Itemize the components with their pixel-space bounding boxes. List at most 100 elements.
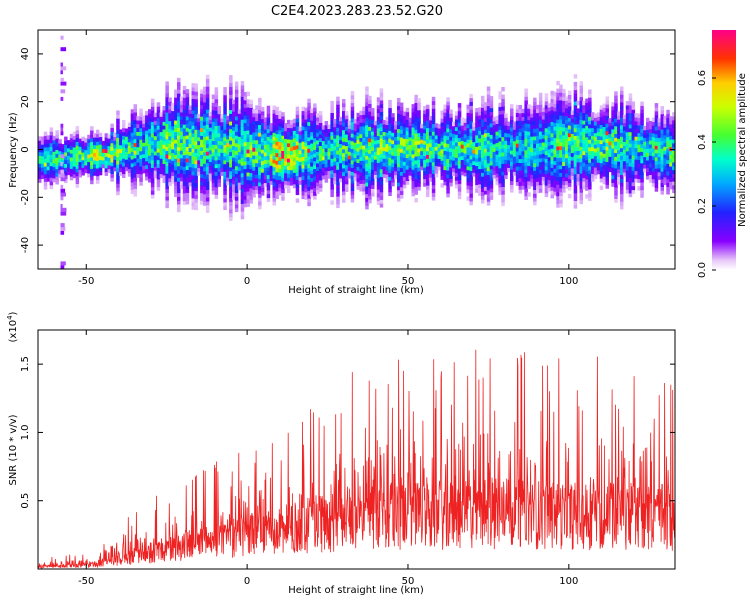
spectrogram-cell [628, 124, 633, 129]
spectrogram-cell [272, 189, 276, 194]
spectrogram-cell [414, 156, 418, 161]
spectrogram-cell [52, 158, 56, 164]
spectrogram-cell [60, 192, 66, 197]
spectrogram-cell [547, 141, 552, 146]
spectrogram-cell [614, 144, 618, 150]
spectrogram-cell [420, 154, 424, 159]
spectrogram-cell [599, 143, 604, 148]
spectrogram-cell [255, 120, 259, 125]
spectrogram-cell [501, 159, 505, 164]
spectrogram-cell [399, 125, 404, 130]
spectrogram-cell [200, 123, 204, 129]
spectrogram-cell [582, 116, 586, 121]
spectrogram-cell [298, 142, 303, 147]
spectrogram-cell [284, 157, 288, 162]
spectrogram-cell [255, 147, 259, 152]
spectrogram-cell [371, 184, 375, 189]
spectrogram-cell [654, 110, 659, 116]
spectrogram-cell [565, 104, 569, 109]
spectrogram-cell [449, 120, 453, 126]
spectrogram-cell [478, 180, 482, 185]
spectrogram-cell [298, 146, 303, 151]
spectrogram-cell [498, 160, 502, 165]
spectrogram-cell [666, 144, 670, 149]
spectrogram-cell [515, 120, 520, 125]
spectrogram-cell [177, 192, 181, 197]
spectrogram-cell [246, 91, 250, 96]
spectrogram-cell [379, 161, 384, 166]
spectrogram-cell [556, 88, 560, 93]
spectrogram-cell [533, 174, 537, 179]
spectrogram-cell [640, 151, 644, 156]
spectrogram-cell [593, 147, 598, 153]
spectrogram-cell [365, 90, 369, 95]
spectrogram-cell [472, 149, 476, 154]
spectrogram-cell [148, 151, 152, 156]
spectrogram-cell [194, 194, 198, 199]
spectrogram-cell [611, 140, 615, 145]
spectrogram-cell [359, 152, 363, 158]
spectrogram-cell [657, 129, 662, 135]
spectrogram-cell [64, 167, 68, 172]
spectrogram-cell [391, 178, 395, 183]
spectrogram-cell [388, 126, 392, 131]
spectrogram-cell [258, 178, 262, 183]
spectrogram-cell [281, 196, 285, 201]
spectrogram-cell [150, 98, 155, 103]
spectrogram-cell [588, 185, 592, 190]
spectrogram-cell [145, 134, 149, 139]
spectrogram-cell [614, 102, 618, 108]
spectrogram-cell [139, 146, 143, 152]
spectrogram-cell [321, 167, 326, 172]
spectrogram-cell [405, 126, 410, 132]
spectrogram-cell [495, 177, 499, 182]
spectrogram-cell [287, 142, 291, 148]
spectrogram-cell [483, 167, 488, 172]
spectrogram-cell [365, 151, 369, 156]
spectrogram-cell [388, 157, 392, 162]
spectrogram-cell [289, 135, 294, 140]
spectrogram-cell [556, 119, 560, 124]
spectrogram-cell [217, 148, 221, 153]
spectrogram-cell [512, 121, 517, 126]
spectrogram-cell [301, 141, 305, 146]
spectrogram-cell [266, 189, 271, 195]
spectrogram-cell [60, 173, 65, 178]
spectrogram-cell [191, 197, 195, 203]
spectrogram-cell [313, 107, 317, 112]
spectrogram-cell [486, 113, 491, 118]
spectrogram-cell [538, 92, 543, 98]
spectrogram-cell [452, 133, 456, 138]
spectrogram-cell [275, 160, 279, 165]
spectrogram-cell [177, 184, 181, 190]
spectrogram-cell [133, 173, 137, 178]
spectrogram-cell [205, 112, 210, 118]
spectrogram-cell [275, 114, 279, 119]
spectrogram-cell [614, 141, 618, 146]
spectrogram-cell [269, 146, 274, 151]
spectrogram-cell [139, 166, 143, 171]
spectrogram-cell [402, 149, 407, 155]
spectrogram-cell [287, 165, 291, 171]
spectrogram-cell [263, 136, 268, 141]
spectrogram-cell [466, 196, 470, 201]
spectrogram-cell [486, 90, 491, 95]
spectrogram-cell [203, 170, 207, 176]
spectrogram-cell [292, 145, 297, 150]
spectrogram-cell [599, 112, 604, 118]
spectrogram-cell [237, 147, 242, 153]
spectrogram-cell [330, 177, 334, 182]
spectrogram-cell [460, 132, 465, 138]
spectrogram-cell [547, 114, 552, 119]
spectrogram-cell [550, 98, 554, 103]
spectrogram-cell [278, 191, 282, 196]
spectrogram-cell [107, 157, 111, 162]
spectrogram-cell [307, 159, 311, 165]
spectrogram-cell [602, 157, 607, 162]
spectrogram-cell [211, 148, 216, 153]
spectrogram-cell [211, 129, 216, 134]
spectrogram-cell [382, 162, 387, 167]
spectrogram-cell [287, 131, 291, 136]
spectrogram-cell [217, 125, 221, 130]
spectrogram-cell [220, 171, 224, 176]
